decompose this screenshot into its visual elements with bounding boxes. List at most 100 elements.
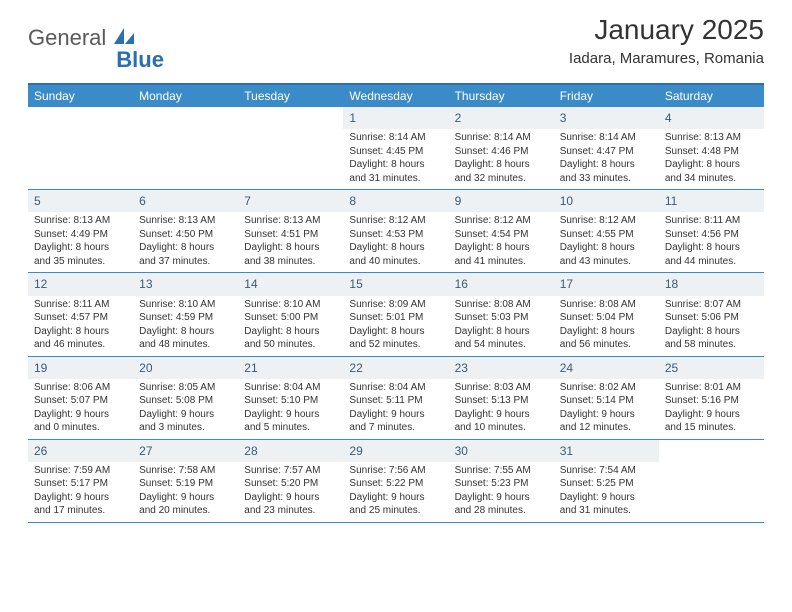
day-body: Sunrise: 8:05 AMSunset: 5:08 PMDaylight:… [133,381,238,439]
day-line: Sunrise: 7:57 AM [244,464,337,478]
day-line: Daylight: 9 hours [349,408,442,422]
day-number: 21 [238,357,343,379]
weekday-wednesday: Wednesday [343,85,448,107]
day-line: Daylight: 9 hours [139,408,232,422]
day-line: Sunrise: 8:13 AM [34,214,127,228]
weekday-thursday: Thursday [449,85,554,107]
day-line: Sunset: 5:08 PM [139,394,232,408]
day-line: Sunset: 4:55 PM [560,228,653,242]
day-number: 26 [28,440,133,462]
day-line: Daylight: 9 hours [244,408,337,422]
day-line: Daylight: 9 hours [455,491,548,505]
day-number: 5 [28,190,133,212]
day-cell [238,107,343,189]
day-cell: 14Sunrise: 8:10 AMSunset: 5:00 PMDayligh… [238,273,343,355]
day-cell: 18Sunrise: 8:07 AMSunset: 5:06 PMDayligh… [659,273,764,355]
day-number [133,107,238,113]
day-line: Sunset: 5:03 PM [455,311,548,325]
calendar: Sunday Monday Tuesday Wednesday Thursday… [28,83,764,523]
day-body: Sunrise: 8:04 AMSunset: 5:11 PMDaylight:… [343,381,448,439]
day-line: and 44 minutes. [665,255,758,269]
day-line: Daylight: 9 hours [560,408,653,422]
day-line: and 34 minutes. [665,172,758,186]
day-body: Sunrise: 7:57 AMSunset: 5:20 PMDaylight:… [238,464,343,522]
day-line: and 17 minutes. [34,504,127,518]
day-line: Sunrise: 8:01 AM [665,381,758,395]
day-number: 1 [343,107,448,129]
day-number: 16 [449,273,554,295]
day-body: Sunrise: 8:06 AMSunset: 5:07 PMDaylight:… [28,381,133,439]
day-line: Daylight: 8 hours [349,158,442,172]
day-line: Sunrise: 8:04 AM [349,381,442,395]
day-line: Daylight: 8 hours [244,325,337,339]
day-cell: 6Sunrise: 8:13 AMSunset: 4:50 PMDaylight… [133,190,238,272]
day-cell: 15Sunrise: 8:09 AMSunset: 5:01 PMDayligh… [343,273,448,355]
day-body: Sunrise: 8:11 AMSunset: 4:57 PMDaylight:… [28,298,133,356]
day-number: 25 [659,357,764,379]
day-line: Daylight: 8 hours [349,325,442,339]
day-line: Sunset: 5:16 PM [665,394,758,408]
day-line: and 54 minutes. [455,338,548,352]
day-line: Sunrise: 8:08 AM [560,298,653,312]
day-line: and 7 minutes. [349,421,442,435]
day-line: Sunrise: 7:59 AM [34,464,127,478]
day-number: 6 [133,190,238,212]
day-line: Daylight: 9 hours [455,408,548,422]
day-line: Sunrise: 8:12 AM [455,214,548,228]
day-line: Sunrise: 8:13 AM [244,214,337,228]
logo-text-blue: Blue [116,47,164,73]
day-number: 30 [449,440,554,462]
day-line: Sunset: 5:22 PM [349,477,442,491]
month-title: January 2025 [569,14,764,46]
day-line: Daylight: 8 hours [244,241,337,255]
day-line: Sunrise: 8:10 AM [139,298,232,312]
day-line: and 50 minutes. [244,338,337,352]
day-cell: 13Sunrise: 8:10 AMSunset: 4:59 PMDayligh… [133,273,238,355]
day-number: 28 [238,440,343,462]
day-line: Daylight: 9 hours [244,491,337,505]
week-row: 12 Sunrise: 8:11 AMSunset: 4:57 PMDayligh… [28,273,764,356]
day-line: and 37 minutes. [139,255,232,269]
day-body: Sunrise: 8:12 AMSunset: 4:55 PMDaylight:… [554,214,659,272]
day-body: Sunrise: 8:13 AMSunset: 4:48 PMDaylight:… [659,131,764,189]
day-line: and 48 minutes. [139,338,232,352]
day-line: Sunset: 5:06 PM [665,311,758,325]
day-line: Daylight: 8 hours [139,325,232,339]
day-cell: 28Sunrise: 7:57 AMSunset: 5:20 PMDayligh… [238,440,343,522]
day-body: Sunrise: 8:01 AMSunset: 5:16 PMDaylight:… [659,381,764,439]
day-line: Sunset: 4:57 PM [34,311,127,325]
day-line: Sunrise: 8:09 AM [349,298,442,312]
day-cell: 4Sunrise: 8:13 AMSunset: 4:48 PMDaylight… [659,107,764,189]
day-line: Daylight: 8 hours [665,158,758,172]
day-cell: 19Sunrise: 8:06 AMSunset: 5:07 PMDayligh… [28,357,133,439]
day-body [659,448,764,452]
weekday-saturday: Saturday [659,85,764,107]
day-body: Sunrise: 8:14 AMSunset: 4:47 PMDaylight:… [554,131,659,189]
day-line: Sunrise: 8:02 AM [560,381,653,395]
day-body: Sunrise: 8:08 AMSunset: 5:03 PMDaylight:… [449,298,554,356]
day-line: Sunset: 4:46 PM [455,145,548,159]
day-cell: 3Sunrise: 8:14 AMSunset: 4:47 PMDaylight… [554,107,659,189]
day-cell: 20Sunrise: 8:05 AMSunset: 5:08 PMDayligh… [133,357,238,439]
day-cell: 30Sunrise: 7:55 AMSunset: 5:23 PMDayligh… [449,440,554,522]
day-line: Daylight: 9 hours [665,408,758,422]
day-number: 4 [659,107,764,129]
day-line: and 52 minutes. [349,338,442,352]
day-number: 29 [343,440,448,462]
day-line: and 20 minutes. [139,504,232,518]
day-line: Sunrise: 8:05 AM [139,381,232,395]
day-body: Sunrise: 8:02 AMSunset: 5:14 PMDaylight:… [554,381,659,439]
day-body: Sunrise: 7:59 AMSunset: 5:17 PMDaylight:… [28,464,133,522]
day-body: Sunrise: 8:13 AMSunset: 4:50 PMDaylight:… [133,214,238,272]
day-line: and 15 minutes. [665,421,758,435]
day-cell: 21Sunrise: 8:04 AMSunset: 5:10 PMDayligh… [238,357,343,439]
day-cell: 24Sunrise: 8:02 AMSunset: 5:14 PMDayligh… [554,357,659,439]
day-body: Sunrise: 8:08 AMSunset: 5:04 PMDaylight:… [554,298,659,356]
day-line: Sunrise: 7:58 AM [139,464,232,478]
day-cell: 31Sunrise: 7:54 AMSunset: 5:25 PMDayligh… [554,440,659,522]
weeks-container: 1Sunrise: 8:14 AMSunset: 4:45 PMDaylight… [28,107,764,523]
day-number: 12 [28,273,133,295]
week-row: 26Sunrise: 7:59 AMSunset: 5:17 PMDayligh… [28,440,764,523]
day-cell: 1Sunrise: 8:14 AMSunset: 4:45 PMDaylight… [343,107,448,189]
weekday-sunday: Sunday [28,85,133,107]
